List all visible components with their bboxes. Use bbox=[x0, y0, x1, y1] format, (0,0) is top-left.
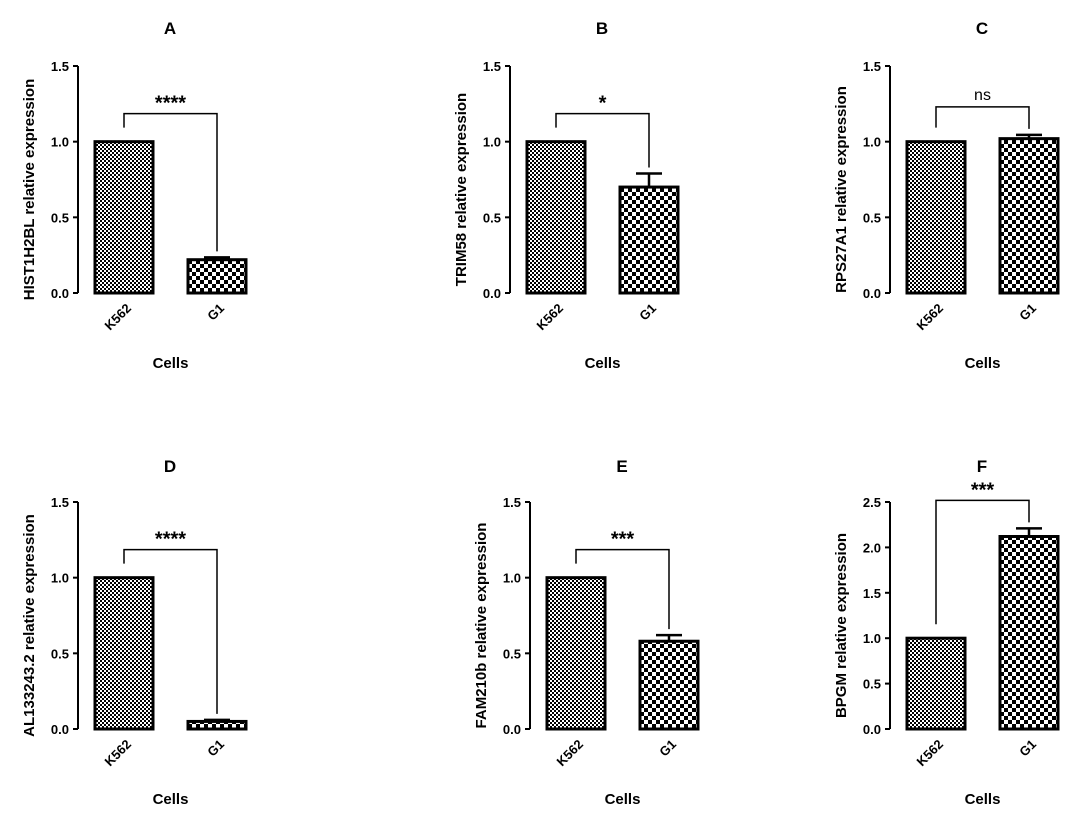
chart-title: D bbox=[164, 457, 176, 476]
significance-label: ns bbox=[974, 87, 991, 104]
y-tick-label: 1.0 bbox=[863, 631, 881, 646]
bar-g1 bbox=[618, 185, 680, 295]
x-axis-label: Cells bbox=[153, 791, 189, 808]
significance-bracket bbox=[935, 106, 1030, 129]
y-tick-label: 0.0 bbox=[503, 722, 521, 737]
significance-label: **** bbox=[155, 93, 186, 115]
bar-k562 bbox=[905, 636, 967, 731]
chart-panel-f: F 0.0 0.5 1.0 1.5 2.0 2.5 BPGM relative express… bbox=[833, 457, 1060, 808]
x-category-label: G1 bbox=[1016, 737, 1039, 760]
chart-panel-d: D 0.0 0.5 1.0 1.5 AL133243.2 relative express… bbox=[21, 457, 248, 808]
y-tick-label: 1.0 bbox=[503, 571, 521, 586]
y-tick-label: 1.5 bbox=[483, 59, 501, 74]
chart-panel-e: E 0.0 0.5 1.0 1.5 FAM210b relative expression… bbox=[473, 457, 700, 808]
y-tick-label: 1.5 bbox=[503, 495, 521, 510]
chart-title: C bbox=[976, 19, 988, 38]
y-axis-label: HIST1H2BL relative expression bbox=[21, 79, 38, 300]
chart-panel-c: C 0.0 0.5 1.0 1.5 RPS27A1 relative expression… bbox=[833, 19, 1060, 372]
x-category-label: K562 bbox=[102, 301, 135, 334]
y-tick-label: 0.5 bbox=[863, 210, 881, 225]
y-tick-label: 1.5 bbox=[51, 495, 69, 510]
significance-bracket bbox=[575, 548, 670, 630]
bar-k562 bbox=[525, 140, 587, 295]
y-tick-label: 0.0 bbox=[863, 722, 881, 737]
panels-group: A 0.0 0.5 1.0 1.5 HIST1H2BL relative expressi… bbox=[21, 19, 1060, 808]
y-tick-label: 1.0 bbox=[483, 135, 501, 150]
significance-label: *** bbox=[611, 529, 635, 551]
significance-label: **** bbox=[155, 529, 186, 551]
y-tick-label: 1.5 bbox=[51, 59, 69, 74]
y-tick-label: 1.0 bbox=[51, 571, 69, 586]
chart-title: E bbox=[616, 457, 627, 476]
significance-bracket bbox=[123, 548, 218, 714]
y-axis-label: RPS27A1 relative expression bbox=[833, 86, 850, 293]
bar-g1 bbox=[998, 137, 1060, 295]
y-axis-label: FAM210b relative expression bbox=[473, 523, 490, 729]
chart-panel-b: B 0.0 0.5 1.0 1.5 TRIM58 relative expression K… bbox=[453, 19, 680, 372]
bar-g1 bbox=[998, 535, 1060, 731]
y-tick-label: 0.5 bbox=[863, 677, 881, 692]
y-tick-label: 1.5 bbox=[863, 59, 881, 74]
significance-label: *** bbox=[971, 479, 995, 501]
bar-k562 bbox=[905, 140, 967, 295]
y-tick-label: 0.5 bbox=[483, 210, 501, 225]
y-tick-label: 0.0 bbox=[51, 286, 69, 301]
y-tick-label: 1.0 bbox=[863, 135, 881, 150]
significance-bracket bbox=[555, 112, 650, 168]
x-axis-label: Cells bbox=[965, 355, 1001, 372]
y-axis-label: BPGM relative expression bbox=[833, 533, 850, 718]
significance-bracket bbox=[935, 499, 1030, 625]
y-tick-label: 0.0 bbox=[483, 286, 501, 301]
y-tick-label: 0.5 bbox=[51, 210, 69, 225]
x-category-label: G1 bbox=[656, 737, 679, 760]
y-tick-label: 0.0 bbox=[51, 722, 69, 737]
significance-bracket bbox=[123, 112, 218, 252]
bar-k562 bbox=[93, 140, 155, 295]
x-category-label: K562 bbox=[914, 737, 947, 770]
y-tick-label: 1.5 bbox=[863, 586, 881, 601]
chart-panel-a: A 0.0 0.5 1.0 1.5 HIST1H2BL relative expressi… bbox=[21, 19, 248, 372]
chart-title: A bbox=[164, 19, 176, 38]
y-tick-label: 1.0 bbox=[51, 135, 69, 150]
y-axis-label: AL133243.2 relative expression bbox=[21, 514, 38, 737]
x-category-label: K562 bbox=[554, 737, 587, 770]
bar-k562 bbox=[93, 576, 155, 731]
x-axis-label: Cells bbox=[605, 791, 641, 808]
y-tick-label: 0.0 bbox=[863, 286, 881, 301]
chart-title: B bbox=[596, 19, 608, 38]
x-axis-label: Cells bbox=[585, 355, 621, 372]
chart-title: F bbox=[977, 457, 987, 476]
y-tick-label: 0.5 bbox=[51, 646, 69, 661]
bar-k562 bbox=[545, 576, 607, 731]
x-category-label: K562 bbox=[914, 301, 947, 334]
bar-g1 bbox=[638, 639, 700, 731]
y-tick-label: 0.5 bbox=[503, 646, 521, 661]
x-category-label: K562 bbox=[102, 737, 135, 770]
y-axis-label: TRIM58 relative expression bbox=[453, 93, 470, 286]
x-axis-label: Cells bbox=[153, 355, 189, 372]
bar-g1 bbox=[186, 719, 248, 731]
x-category-label: G1 bbox=[636, 301, 659, 324]
bar-g1 bbox=[186, 258, 248, 295]
x-category-label: G1 bbox=[204, 737, 227, 760]
x-category-label: K562 bbox=[534, 301, 567, 334]
y-tick-label: 2.5 bbox=[863, 495, 881, 510]
x-category-label: G1 bbox=[1016, 301, 1039, 324]
x-axis-label: Cells bbox=[965, 791, 1001, 808]
x-category-label: G1 bbox=[204, 301, 227, 324]
y-tick-label: 2.0 bbox=[863, 540, 881, 555]
significance-label: * bbox=[599, 93, 607, 115]
